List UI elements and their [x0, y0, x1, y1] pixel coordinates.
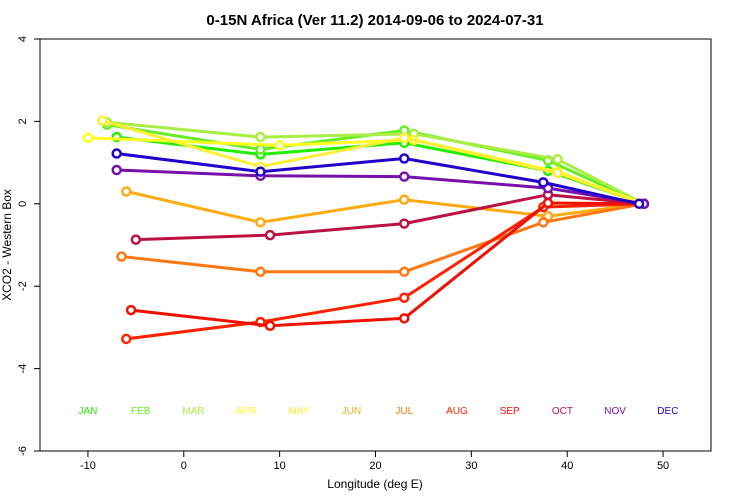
x-axis: -10 0 10 20 30 40 50: [80, 451, 669, 472]
data-point: [552, 154, 563, 165]
month-label: AUG: [446, 406, 468, 417]
month-label: JUL: [395, 406, 413, 417]
data-point: [111, 148, 122, 159]
month-label: DEC: [657, 406, 678, 417]
x-axis-label: Longitude (deg E): [327, 477, 422, 491]
data-point: [255, 217, 266, 228]
data-point: [399, 171, 410, 182]
series-dec: [111, 148, 645, 210]
data-point: [255, 144, 266, 155]
data-point: [538, 217, 549, 228]
y-tick-label: 0: [17, 201, 29, 207]
data-point: [111, 164, 122, 176]
data-point: [633, 198, 645, 210]
data-point: [97, 115, 108, 126]
data-point: [542, 197, 554, 209]
data-point: [552, 167, 563, 179]
y-tick-label: 4: [17, 36, 29, 42]
month-label: MAY: [288, 406, 309, 417]
y-tick-label: -6: [17, 446, 29, 456]
month-label: MAR: [182, 406, 204, 417]
data-point: [121, 333, 132, 345]
data-point: [399, 194, 410, 205]
y-tick-label: 2: [17, 118, 29, 124]
series-jun: [121, 186, 650, 228]
month-label: FEB: [131, 406, 151, 417]
month-label: JAN: [78, 406, 97, 417]
data-point: [274, 140, 285, 151]
x-tick-label: 10: [274, 460, 286, 472]
data-point: [255, 131, 266, 143]
x-tick-label: 40: [561, 460, 573, 472]
month-label: SEP: [500, 406, 520, 417]
data-point: [399, 292, 410, 303]
data-point: [255, 266, 266, 278]
series-line: [130, 201, 644, 328]
data-point: [82, 132, 94, 144]
chart-title: 0-15N Africa (Ver 11.2) 2014-09-06 to 20…: [206, 12, 543, 29]
data-point: [399, 313, 410, 324]
y-axis: -6 -4 -2 0 2 4: [17, 36, 40, 456]
month-labels: JAN FEB MAR APR MAY JUN JUL AUG SEP OCT NOV DEC: [78, 406, 678, 417]
series-sep: [125, 197, 650, 332]
x-tick-label: 30: [465, 460, 477, 472]
plot-frame: [39, 38, 712, 452]
month-label: NOV: [604, 406, 626, 417]
data-point: [264, 229, 276, 241]
data-point: [399, 218, 410, 229]
y-tick-label: -4: [17, 364, 29, 374]
y-axis-label: XCO2 - Western Box: [0, 189, 14, 301]
x-tick-label: 0: [181, 460, 187, 472]
data-point: [121, 186, 132, 197]
data-point: [399, 153, 410, 164]
data-point: [264, 320, 276, 332]
data-point: [255, 166, 266, 177]
data-point: [399, 266, 410, 278]
month-label: APR: [236, 406, 257, 417]
y-tick-label: -2: [17, 281, 29, 291]
data-point: [116, 251, 127, 262]
x-tick-label: 50: [657, 460, 669, 472]
x-tick-label: 20: [369, 460, 381, 472]
series-layer: [82, 115, 650, 345]
data-point: [399, 132, 410, 144]
month-label: OCT: [552, 406, 573, 417]
x-tick-label: -10: [80, 460, 96, 472]
data-point: [125, 304, 137, 316]
month-label: JUN: [342, 406, 361, 417]
data-point: [130, 234, 142, 245]
data-point: [538, 177, 549, 188]
